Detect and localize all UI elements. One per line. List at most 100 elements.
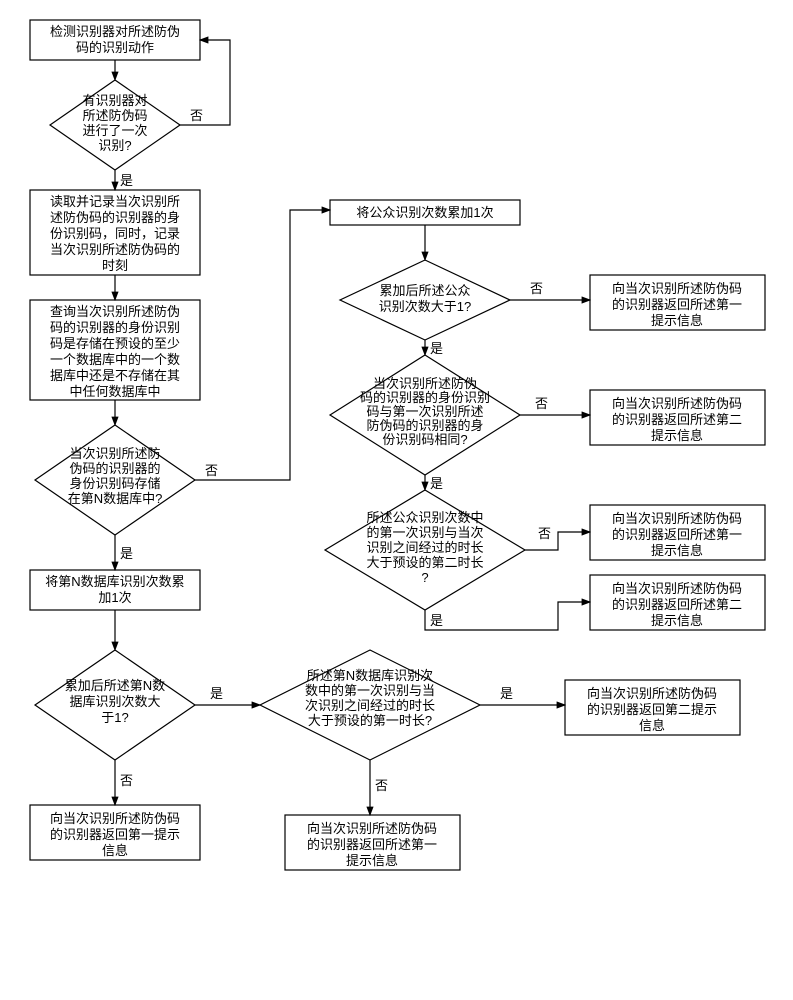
svg-text:一个数据库中的一个数: 一个数据库中的一个数 bbox=[50, 352, 180, 367]
lbl-n12-no: 否 bbox=[535, 396, 548, 411]
n12-l0: 当次识别所述防伪 bbox=[373, 376, 477, 391]
svg-text:中任何数据库中: 中任何数据库中 bbox=[69, 384, 160, 399]
n18-l2: 信息 bbox=[639, 718, 665, 733]
svg-text:当次识别所述防伪: 当次识别所述防伪 bbox=[373, 376, 477, 391]
lbl-n10-yes: 是 bbox=[430, 341, 443, 356]
svg-text:所述公众识别次数中: 所述公众识别次数中 bbox=[366, 510, 483, 525]
svg-text:的识别器返回所述第一: 的识别器返回所述第一 bbox=[307, 837, 437, 852]
svg-text:大于预设的第一时长?: 大于预设的第一时长? bbox=[308, 713, 432, 728]
n11-l2: 提示信息 bbox=[651, 313, 703, 328]
svg-text:身份识别码存储: 身份识别码存储 bbox=[69, 476, 160, 491]
svg-text:向当次识别所述防伪码: 向当次识别所述防伪码 bbox=[307, 821, 437, 836]
svg-text:累加后所述公众: 累加后所述公众 bbox=[379, 283, 470, 298]
svg-text:数中的第一次识别与当: 数中的第一次识别与当 bbox=[305, 683, 435, 698]
n19-l2: 提示信息 bbox=[346, 853, 398, 868]
n5-l0: 当次识别所述防 bbox=[69, 446, 160, 461]
edge-n14-n15 bbox=[525, 532, 590, 550]
svg-text:信息: 信息 bbox=[639, 718, 665, 733]
svg-text:累加后所述第N数: 累加后所述第N数 bbox=[65, 678, 165, 693]
svg-text:的识别器返回所述第二: 的识别器返回所述第二 bbox=[612, 597, 742, 612]
svg-text:提示信息: 提示信息 bbox=[346, 853, 398, 868]
n14-l3: 大于预设的第二时长 bbox=[366, 555, 483, 570]
n3-l0: 读取并记录当次识别所 bbox=[50, 194, 180, 209]
lbl-n10-no: 否 bbox=[530, 281, 543, 296]
svg-text:提示信息: 提示信息 bbox=[651, 613, 703, 628]
svg-text:所述第N数据库识别次: 所述第N数据库识别次 bbox=[307, 668, 433, 683]
svg-text:识别次数大于1?: 识别次数大于1? bbox=[379, 299, 471, 314]
svg-text:向当次识别所述防伪码: 向当次识别所述防伪码 bbox=[612, 581, 742, 596]
n10-l1: 识别次数大于1? bbox=[379, 299, 471, 314]
svg-text:大于预设的第二时长: 大于预设的第二时长 bbox=[366, 555, 483, 570]
svg-text:将公众识别次数累加1次: 将公众识别次数累加1次 bbox=[356, 205, 493, 220]
n17-l2: 次识别之间经过的时长 bbox=[305, 698, 435, 713]
svg-text:当次识别所述防伪码的: 当次识别所述防伪码的 bbox=[50, 242, 180, 257]
svg-text:伪码的识别器的: 伪码的识别器的 bbox=[69, 461, 160, 476]
svg-text:加1次: 加1次 bbox=[98, 590, 131, 605]
n4-l4: 据库中还是不存储在其 bbox=[50, 368, 180, 383]
n17-l1: 数中的第一次识别与当 bbox=[305, 683, 435, 698]
n2-l1: 所述防伪码 bbox=[82, 108, 147, 123]
n7-l1: 据库识别次数大 bbox=[69, 694, 160, 709]
svg-text:时刻: 时刻 bbox=[102, 258, 128, 273]
lbl-n7-no: 否 bbox=[120, 773, 133, 788]
n9-l0: 将公众识别次数累加1次 bbox=[356, 205, 493, 220]
svg-text:向当次识别所述防伪码: 向当次识别所述防伪码 bbox=[612, 396, 742, 411]
svg-text:提示信息: 提示信息 bbox=[651, 543, 703, 558]
svg-text:识别之间经过的时长: 识别之间经过的时长 bbox=[366, 540, 483, 555]
svg-text:识别?: 识别? bbox=[98, 138, 131, 153]
n12-l1: 码的识别器的身份识别 bbox=[360, 390, 490, 405]
n3-l3: 当次识别所述防伪码的 bbox=[50, 242, 180, 257]
n13-l1: 的识别器返回所述第二 bbox=[612, 412, 742, 427]
n4-l3: 一个数据库中的一个数 bbox=[50, 352, 180, 367]
svg-text:述防伪码的识别器的身: 述防伪码的识别器的身 bbox=[50, 210, 180, 225]
lbl-n14-no: 否 bbox=[538, 526, 551, 541]
n1-l0: 检测识别器对所述防伪 bbox=[50, 24, 180, 39]
n15-l0: 向当次识别所述防伪码 bbox=[612, 511, 742, 526]
n11-l0: 向当次识别所述防伪码 bbox=[612, 281, 742, 296]
svg-text:码的识别器的身份识别: 码的识别器的身份识别 bbox=[50, 320, 180, 335]
n6-l0: 将第N数据库识别次数累 bbox=[45, 574, 184, 589]
flowchart: 检测识别器对所述防伪 码的识别动作 有识别器对 所述防伪码 进行了一次 识别? … bbox=[10, 10, 783, 990]
n14-l0: 所述公众识别次数中 bbox=[366, 510, 483, 525]
n8-l2: 信息 bbox=[102, 843, 128, 858]
n15-l1: 的识别器返回所述第一 bbox=[612, 527, 742, 542]
svg-text:向当次识别所述防伪码: 向当次识别所述防伪码 bbox=[50, 811, 180, 826]
svg-text:据库中还是不存储在其: 据库中还是不存储在其 bbox=[50, 368, 180, 383]
svg-text:进行了一次: 进行了一次 bbox=[82, 123, 147, 138]
n18-l1: 的识别器返回第二提示 bbox=[587, 702, 717, 717]
n16-l2: 提示信息 bbox=[651, 613, 703, 628]
svg-text:于1?: 于1? bbox=[101, 710, 128, 725]
n5-l3: 在第N数据库中? bbox=[68, 491, 163, 506]
lbl-n2-yes: 是 bbox=[120, 173, 133, 188]
svg-text:检测识别器对所述防伪: 检测识别器对所述防伪 bbox=[50, 24, 180, 39]
n10-l0: 累加后所述公众 bbox=[379, 283, 470, 298]
n19-l1: 的识别器返回所述第一 bbox=[307, 837, 437, 852]
svg-text:份识别码，同时，记录: 份识别码，同时，记录 bbox=[50, 226, 180, 241]
n7-l0: 累加后所述第N数 bbox=[65, 678, 165, 693]
n11-l1: 的识别器返回所述第一 bbox=[612, 297, 742, 312]
svg-text:码的识别动作: 码的识别动作 bbox=[76, 40, 154, 55]
n12-l4: 份识别码相同? bbox=[382, 432, 467, 447]
svg-text:有识别器对: 有识别器对 bbox=[82, 93, 147, 108]
n2-l3: 识别? bbox=[98, 138, 131, 153]
svg-text:码与第一次识别所述: 码与第一次识别所述 bbox=[366, 404, 483, 419]
n18-l0: 向当次识别所述防伪码 bbox=[587, 686, 717, 701]
n13-l0: 向当次识别所述防伪码 bbox=[612, 396, 742, 411]
svg-text:份识别码相同?: 份识别码相同? bbox=[382, 432, 467, 447]
svg-text:在第N数据库中?: 在第N数据库中? bbox=[68, 491, 163, 506]
n6-l1: 加1次 bbox=[98, 590, 131, 605]
n8-l1: 的识别器返回第一提示 bbox=[50, 827, 180, 842]
n2-l0: 有识别器对 bbox=[82, 93, 147, 108]
n2-l2: 进行了一次 bbox=[82, 123, 147, 138]
svg-text:?: ? bbox=[421, 570, 428, 585]
svg-text:据库识别次数大: 据库识别次数大 bbox=[69, 694, 160, 709]
n5-l1: 伪码的识别器的 bbox=[69, 461, 160, 476]
svg-text:码是存储在预设的至少: 码是存储在预设的至少 bbox=[50, 336, 180, 351]
svg-text:次识别之间经过的时长: 次识别之间经过的时长 bbox=[305, 698, 435, 713]
lbl-n2-no: 否 bbox=[190, 108, 203, 123]
edge-n5-n9 bbox=[195, 210, 330, 480]
svg-text:读取并记录当次识别所: 读取并记录当次识别所 bbox=[50, 194, 180, 209]
n14-l2: 识别之间经过的时长 bbox=[366, 540, 483, 555]
svg-text:向当次识别所述防伪码: 向当次识别所述防伪码 bbox=[587, 686, 717, 701]
svg-text:向当次识别所述防伪码: 向当次识别所述防伪码 bbox=[612, 281, 742, 296]
